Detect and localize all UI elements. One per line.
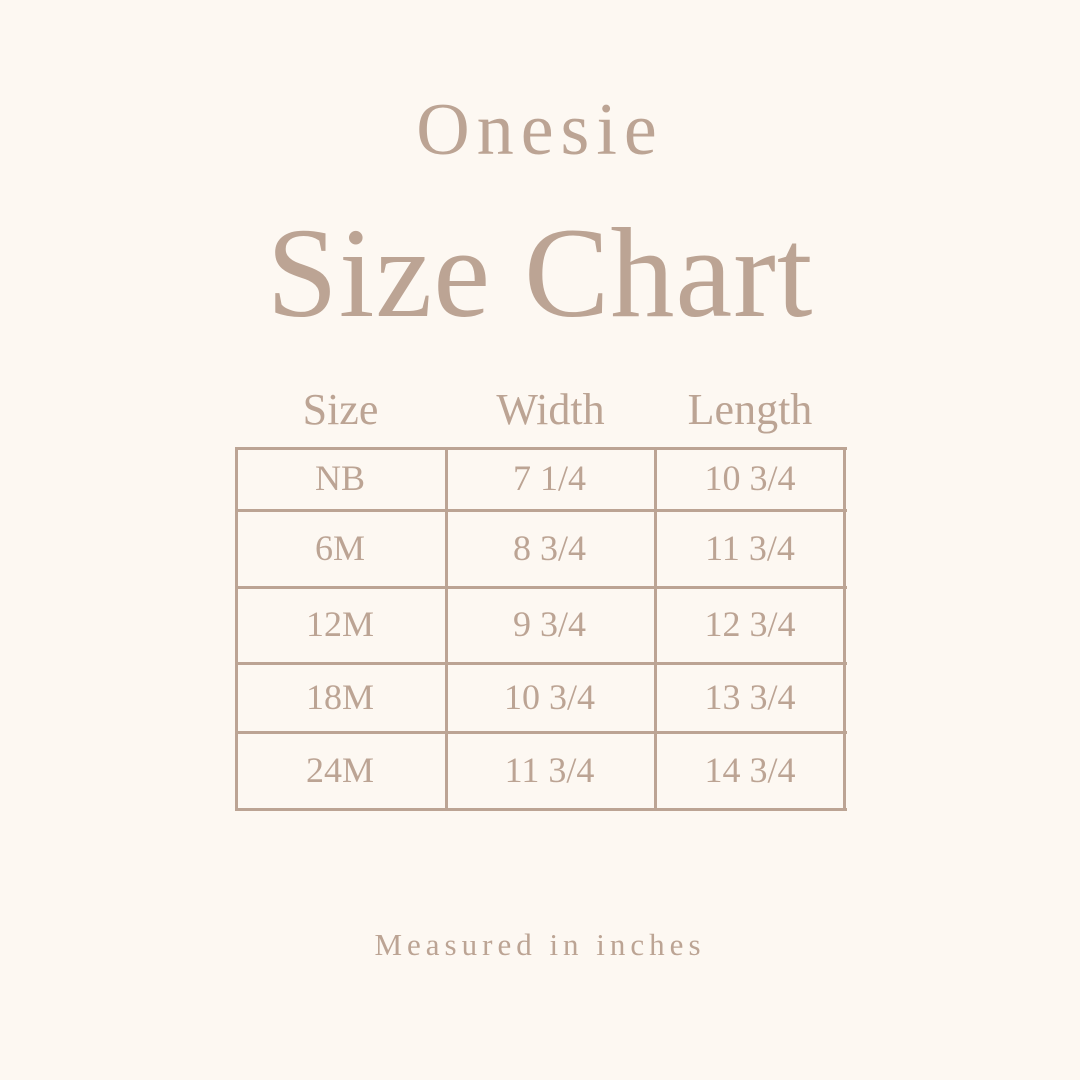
table-line <box>235 447 847 450</box>
header-size: Size <box>302 385 379 434</box>
table-line <box>235 662 847 665</box>
cell-size: 6M <box>314 527 365 568</box>
cell-width: 11 3/4 <box>504 749 595 790</box>
header-length: Length <box>687 385 813 434</box>
table-line <box>843 447 846 810</box>
chart-title: Size Chart <box>266 202 814 344</box>
cell-length: 14 3/4 <box>704 749 796 790</box>
cell-size: 24M <box>305 749 374 790</box>
table-line <box>235 808 847 811</box>
product-title: Onesie <box>416 89 664 171</box>
size-table: NB 7 1/4 10 3/4 6M 8 3/4 11 3/4 12M 9 3/4 12 3/4… <box>235 447 847 811</box>
table-line <box>235 586 847 589</box>
cell-length: 11 3/4 <box>705 527 795 568</box>
header-width: Width <box>496 385 605 434</box>
table-line <box>235 447 238 810</box>
cell-size: NB <box>314 458 365 498</box>
table-line <box>235 509 847 512</box>
cell-length: 10 3/4 <box>704 458 796 498</box>
table-line <box>654 447 657 810</box>
cell-size: 12M <box>305 604 374 644</box>
cell-size: 18M <box>305 676 374 717</box>
cell-width: 7 1/4 <box>512 458 586 498</box>
cell-width: 9 3/4 <box>512 604 586 644</box>
cell-width: 8 3/4 <box>512 527 586 568</box>
table-line <box>235 731 847 734</box>
footer-note: Measured in inches <box>374 927 706 962</box>
cell-length: 12 3/4 <box>704 604 796 644</box>
cell-width: 10 3/4 <box>503 676 595 717</box>
cell-length: 13 3/4 <box>704 676 796 717</box>
table-line <box>445 447 448 810</box>
